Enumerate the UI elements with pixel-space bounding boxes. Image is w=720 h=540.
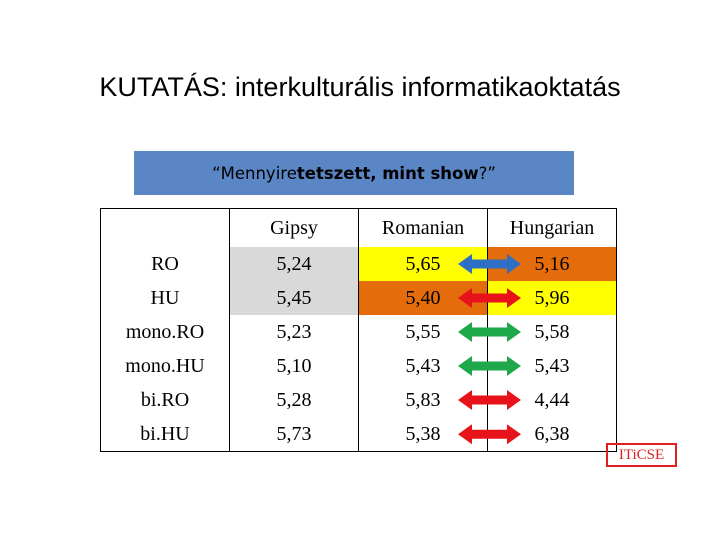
gipsy-value: 5,23 <box>229 315 359 349</box>
table-header-row: Gipsy Romanian Hungarian <box>100 208 617 247</box>
hungarian-value: 6,38 <box>487 417 617 452</box>
gipsy-value: 5,73 <box>229 417 359 452</box>
gipsy-value: 5,10 <box>229 349 359 383</box>
hungarian-value: 5,16 <box>487 247 617 281</box>
hungarian-value: 5,96 <box>487 281 617 315</box>
question-banner: “Mennyire tetszett, mint show?” <box>134 151 574 195</box>
banner-text-end: ?” <box>478 163 496 183</box>
hungarian-value: 4,44 <box>487 383 617 417</box>
row-label: RO <box>100 247 230 281</box>
table-row: RO 5,24 5,65 5,16 <box>100 247 617 281</box>
table-row: HU 5,45 5,40 5,96 <box>100 281 617 315</box>
header-romanian: Romanian <box>358 208 488 247</box>
hungarian-value: 5,43 <box>487 349 617 383</box>
table-row: mono.RO 5,23 5,55 5,58 <box>100 315 617 349</box>
row-label: bi.RO <box>100 383 230 417</box>
iticse-badge: ITiCSE <box>606 443 677 467</box>
romanian-value: 5,40 <box>358 281 488 315</box>
header-empty <box>100 208 230 247</box>
banner-text-bold: tetszett, mint show <box>296 163 479 183</box>
banner-text-start: “Mennyire <box>212 163 297 183</box>
romanian-value: 5,43 <box>358 349 488 383</box>
results-table: Gipsy Romanian Hungarian RO 5,24 5,65 5,… <box>100 208 617 452</box>
table-row: mono.HU 5,10 5,43 5,43 <box>100 349 617 383</box>
gipsy-value: 5,24 <box>229 247 359 281</box>
row-label: mono.HU <box>100 349 230 383</box>
row-label: HU <box>100 281 230 315</box>
romanian-value: 5,65 <box>358 247 488 281</box>
table-row: bi.RO 5,28 5,83 4,44 <box>100 383 617 417</box>
header-hungarian: Hungarian <box>487 208 617 247</box>
gipsy-value: 5,45 <box>229 281 359 315</box>
row-label: mono.RO <box>100 315 230 349</box>
romanian-value: 5,38 <box>358 417 488 452</box>
romanian-value: 5,83 <box>358 383 488 417</box>
gipsy-value: 5,28 <box>229 383 359 417</box>
row-label: bi.HU <box>100 417 230 452</box>
slide-title: KUTATÁS: interkulturális informatikaokta… <box>99 72 621 102</box>
table-row: bi.HU 5,73 5,38 6,38 <box>100 417 617 452</box>
header-gipsy: Gipsy <box>229 208 359 247</box>
hungarian-value: 5,58 <box>487 315 617 349</box>
romanian-value: 5,55 <box>358 315 488 349</box>
